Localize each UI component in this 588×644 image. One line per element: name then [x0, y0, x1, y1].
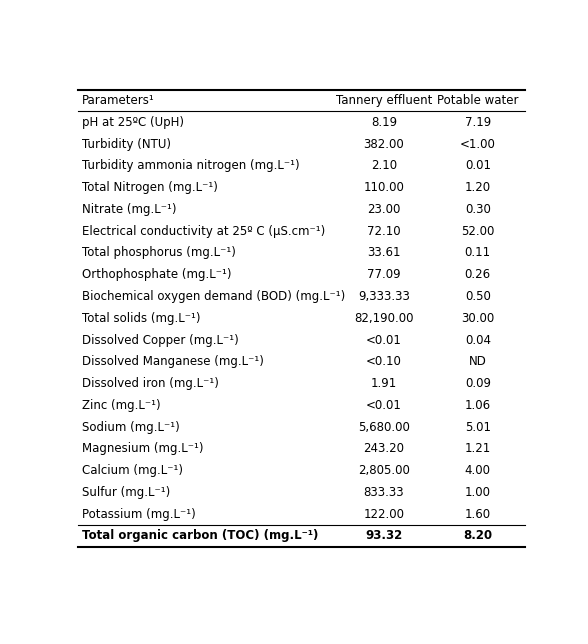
Text: Parameters¹: Parameters¹ — [82, 94, 155, 107]
Text: Zinc (mg.L⁻¹): Zinc (mg.L⁻¹) — [82, 399, 161, 412]
Text: ND: ND — [469, 355, 487, 368]
Text: 1.06: 1.06 — [465, 399, 491, 412]
Text: Total solids (mg.L⁻¹): Total solids (mg.L⁻¹) — [82, 312, 200, 325]
Text: Magnesium (mg.L⁻¹): Magnesium (mg.L⁻¹) — [82, 442, 203, 455]
Text: pH at 25ºC (UpH): pH at 25ºC (UpH) — [82, 116, 183, 129]
Text: Calcium (mg.L⁻¹): Calcium (mg.L⁻¹) — [82, 464, 183, 477]
Text: <0.10: <0.10 — [366, 355, 402, 368]
Text: 382.00: 382.00 — [363, 138, 405, 151]
Text: 8.19: 8.19 — [371, 116, 397, 129]
Text: Total phosphorus (mg.L⁻¹): Total phosphorus (mg.L⁻¹) — [82, 247, 236, 260]
Text: 72.10: 72.10 — [367, 225, 401, 238]
Text: 23.00: 23.00 — [368, 203, 400, 216]
Text: 243.20: 243.20 — [363, 442, 405, 455]
Text: Sulfur (mg.L⁻¹): Sulfur (mg.L⁻¹) — [82, 486, 170, 499]
Text: 0.09: 0.09 — [465, 377, 491, 390]
Text: Turbidity ammonia nitrogen (mg.L⁻¹): Turbidity ammonia nitrogen (mg.L⁻¹) — [82, 159, 299, 173]
Text: Tannery effluent: Tannery effluent — [336, 94, 432, 107]
Text: 1.91: 1.91 — [371, 377, 397, 390]
Text: 1.20: 1.20 — [465, 181, 491, 194]
Text: 30.00: 30.00 — [461, 312, 495, 325]
Text: 77.09: 77.09 — [367, 268, 401, 281]
Text: <0.01: <0.01 — [366, 399, 402, 412]
Text: 5,680.00: 5,680.00 — [358, 421, 410, 433]
Text: Dissolved Copper (mg.L⁻¹): Dissolved Copper (mg.L⁻¹) — [82, 334, 239, 346]
Text: <1.00: <1.00 — [460, 138, 496, 151]
Text: Total Nitrogen (mg.L⁻¹): Total Nitrogen (mg.L⁻¹) — [82, 181, 218, 194]
Text: 0.11: 0.11 — [465, 247, 491, 260]
Text: 2,805.00: 2,805.00 — [358, 464, 410, 477]
Text: 0.04: 0.04 — [465, 334, 491, 346]
Text: <0.01: <0.01 — [366, 334, 402, 346]
Text: 2.10: 2.10 — [371, 159, 397, 173]
Text: 1.60: 1.60 — [465, 507, 491, 520]
Text: 5.01: 5.01 — [465, 421, 491, 433]
Text: 0.26: 0.26 — [465, 268, 491, 281]
Text: Nitrate (mg.L⁻¹): Nitrate (mg.L⁻¹) — [82, 203, 176, 216]
Text: 9,333.33: 9,333.33 — [358, 290, 410, 303]
Text: 7.19: 7.19 — [465, 116, 491, 129]
Text: Turbidity (NTU): Turbidity (NTU) — [82, 138, 171, 151]
Text: Potassium (mg.L⁻¹): Potassium (mg.L⁻¹) — [82, 507, 195, 520]
Text: 1.00: 1.00 — [465, 486, 491, 499]
Text: 1.21: 1.21 — [465, 442, 491, 455]
Text: Sodium (mg.L⁻¹): Sodium (mg.L⁻¹) — [82, 421, 179, 433]
Text: 33.61: 33.61 — [368, 247, 400, 260]
Text: Total organic carbon (TOC) (mg.L⁻¹): Total organic carbon (TOC) (mg.L⁻¹) — [82, 529, 318, 542]
Text: Biochemical oxygen demand (BOD) (mg.L⁻¹): Biochemical oxygen demand (BOD) (mg.L⁻¹) — [82, 290, 345, 303]
Text: 0.50: 0.50 — [465, 290, 491, 303]
Text: Potable water: Potable water — [437, 94, 519, 107]
Text: 833.33: 833.33 — [363, 486, 405, 499]
Text: Orthophosphate (mg.L⁻¹): Orthophosphate (mg.L⁻¹) — [82, 268, 231, 281]
Text: Dissolved Manganese (mg.L⁻¹): Dissolved Manganese (mg.L⁻¹) — [82, 355, 263, 368]
Text: 0.30: 0.30 — [465, 203, 491, 216]
Text: 0.01: 0.01 — [465, 159, 491, 173]
Text: 122.00: 122.00 — [363, 507, 405, 520]
Text: 4.00: 4.00 — [465, 464, 491, 477]
Text: 110.00: 110.00 — [363, 181, 405, 194]
Text: 82,190.00: 82,190.00 — [354, 312, 414, 325]
Text: Electrical conductivity at 25º C (μS.cm⁻¹): Electrical conductivity at 25º C (μS.cm⁻… — [82, 225, 325, 238]
Text: 8.20: 8.20 — [463, 529, 492, 542]
Text: 52.00: 52.00 — [461, 225, 495, 238]
Text: 93.32: 93.32 — [365, 529, 403, 542]
Text: Dissolved iron (mg.L⁻¹): Dissolved iron (mg.L⁻¹) — [82, 377, 219, 390]
